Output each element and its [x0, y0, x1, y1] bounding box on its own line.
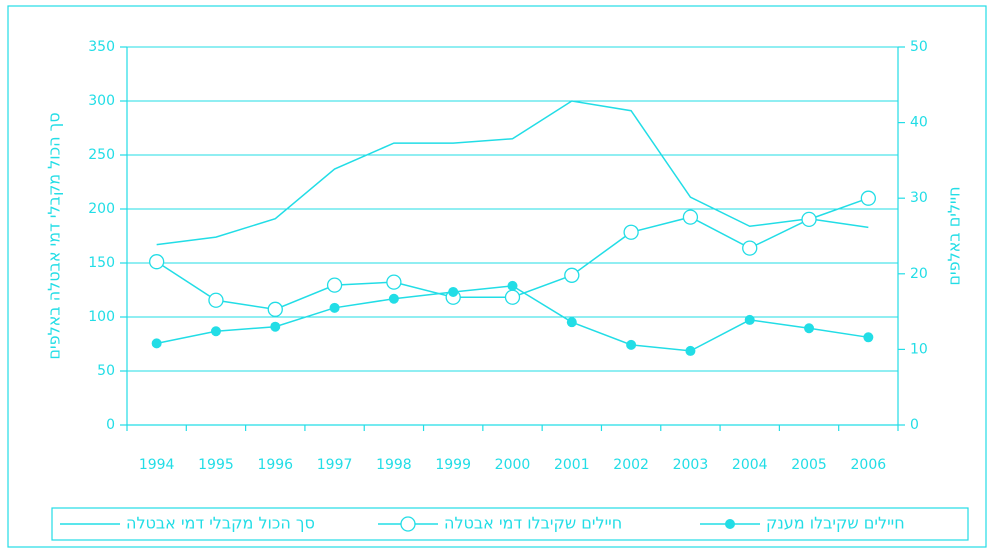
data-point: [329, 302, 340, 313]
x-tick-label: 1997: [317, 457, 353, 473]
y-tick-label: 200: [88, 201, 115, 217]
data-point: [504, 289, 521, 305]
y2-tick-label: 50: [910, 39, 928, 55]
x-tick-label: 2005: [791, 457, 827, 473]
data-point: [801, 211, 817, 228]
y-axis-title: סך הכול מקבלי דמי אבטלה באלפים: [45, 112, 64, 359]
x-tick-label: 2003: [673, 457, 709, 473]
data-point: [210, 326, 221, 337]
x-tick-label: 2000: [495, 457, 531, 473]
y-tick-label: 0: [106, 417, 115, 433]
legend-marker: [725, 519, 735, 529]
data-point: [270, 321, 281, 332]
data-point: [804, 323, 815, 334]
y2-tick-label: 30: [910, 190, 928, 206]
chart-frame: [7, 5, 987, 548]
y-tick-label: 300: [88, 93, 115, 109]
data-point: [626, 339, 637, 350]
y2-tick-label: 40: [910, 115, 928, 131]
data-point: [267, 301, 283, 317]
data-point: [388, 293, 399, 304]
x-tick-label: 1994: [139, 457, 175, 473]
y2-tick-label: 10: [910, 341, 928, 357]
y-tick-label: 350: [88, 39, 115, 55]
data-point: [149, 254, 165, 270]
y-tick-label: 150: [88, 255, 115, 271]
y2-axis-title: חיילים באלפים: [945, 186, 964, 285]
data-point: [326, 277, 343, 293]
data-point: [682, 209, 699, 225]
data-point: [151, 338, 162, 349]
x-tick-label: 2002: [613, 457, 649, 473]
y2-tick-label: 20: [910, 266, 928, 282]
legend-marker: [400, 516, 416, 532]
data-point: [860, 190, 876, 206]
legend-label: חיילים שקיבלו מענק: [766, 514, 905, 533]
data-point: [208, 292, 224, 308]
x-tick-label: 1999: [435, 457, 471, 473]
data-point: [564, 267, 580, 283]
data-point: [566, 317, 577, 328]
data-point: [685, 345, 696, 356]
x-tick-label: 2001: [554, 457, 590, 473]
x-tick-label: 1995: [198, 457, 234, 473]
data-point: [744, 314, 755, 325]
data-point: [386, 274, 402, 290]
x-tick-label: 2006: [851, 457, 887, 473]
y-tick-label: 250: [88, 147, 115, 163]
y-tick-label: 100: [88, 309, 115, 325]
data-point: [623, 224, 639, 240]
x-tick-label: 1996: [257, 457, 293, 473]
y-tick-label: 50: [97, 363, 115, 379]
data-point: [742, 240, 758, 256]
legend-box: [51, 507, 969, 541]
legend-label: חיילים שקיבלו דמי אבטלה: [444, 514, 622, 533]
series-line: [156, 100, 869, 246]
data-point: [863, 332, 874, 343]
data-point: [507, 280, 518, 291]
legend-label: סך הכול מקבלי דמי אבטלה: [126, 514, 315, 533]
x-tick-label: 1998: [376, 457, 412, 473]
x-tick-label: 2004: [732, 457, 768, 473]
data-point: [448, 286, 459, 297]
y2-tick-label: 0: [910, 417, 919, 433]
